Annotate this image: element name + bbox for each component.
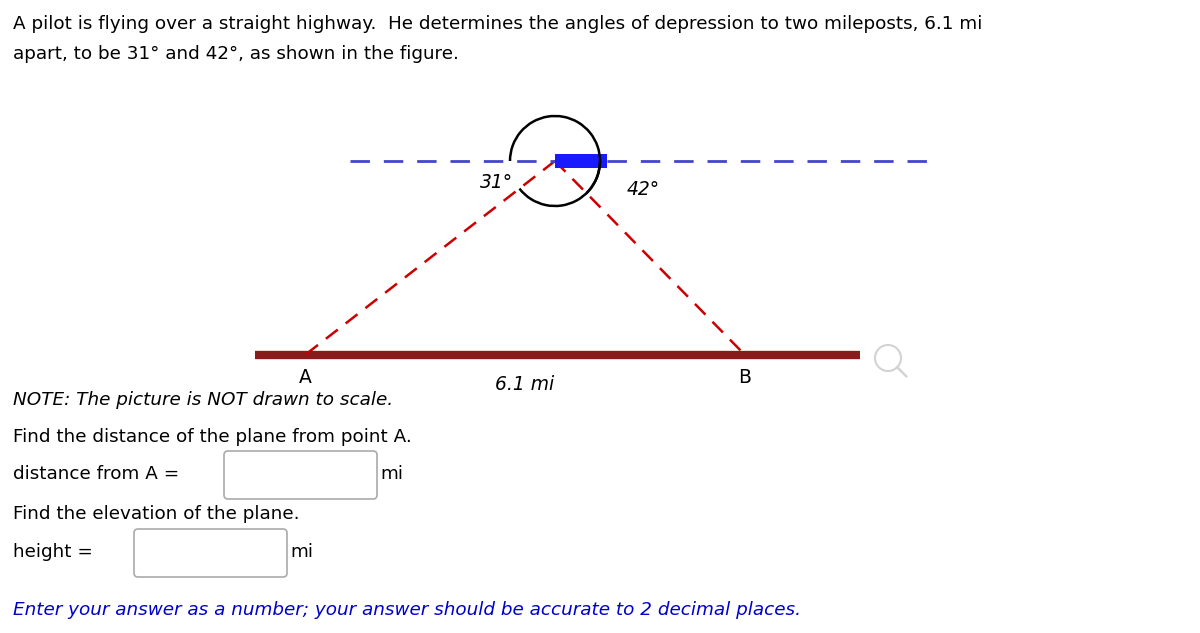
Text: mi: mi [380,465,403,483]
Text: NOTE: The picture is NOT drawn to scale.: NOTE: The picture is NOT drawn to scale. [13,391,394,409]
Text: Find the elevation of the plane.: Find the elevation of the plane. [13,505,300,523]
Text: Find the distance of the plane from point A.: Find the distance of the plane from poin… [13,428,412,446]
Text: mi: mi [290,543,313,561]
Text: 6.1 mi: 6.1 mi [496,375,554,394]
Text: Enter your answer as a number; your answer should be accurate to 2 decimal place: Enter your answer as a number; your answ… [13,601,802,619]
Text: 42°: 42° [628,180,660,199]
Text: A pilot is flying over a straight highway.  He determines the angles of depressi: A pilot is flying over a straight highwa… [13,15,983,33]
Text: 31°: 31° [480,173,514,192]
Text: distance from A =: distance from A = [13,465,179,483]
FancyBboxPatch shape [134,529,287,577]
Text: apart, to be 31° and 42°, as shown in the figure.: apart, to be 31° and 42°, as shown in th… [13,45,458,63]
FancyBboxPatch shape [554,154,607,168]
Text: A: A [299,368,312,387]
FancyBboxPatch shape [224,451,377,499]
Text: B: B [738,368,751,387]
Text: height =: height = [13,543,92,561]
